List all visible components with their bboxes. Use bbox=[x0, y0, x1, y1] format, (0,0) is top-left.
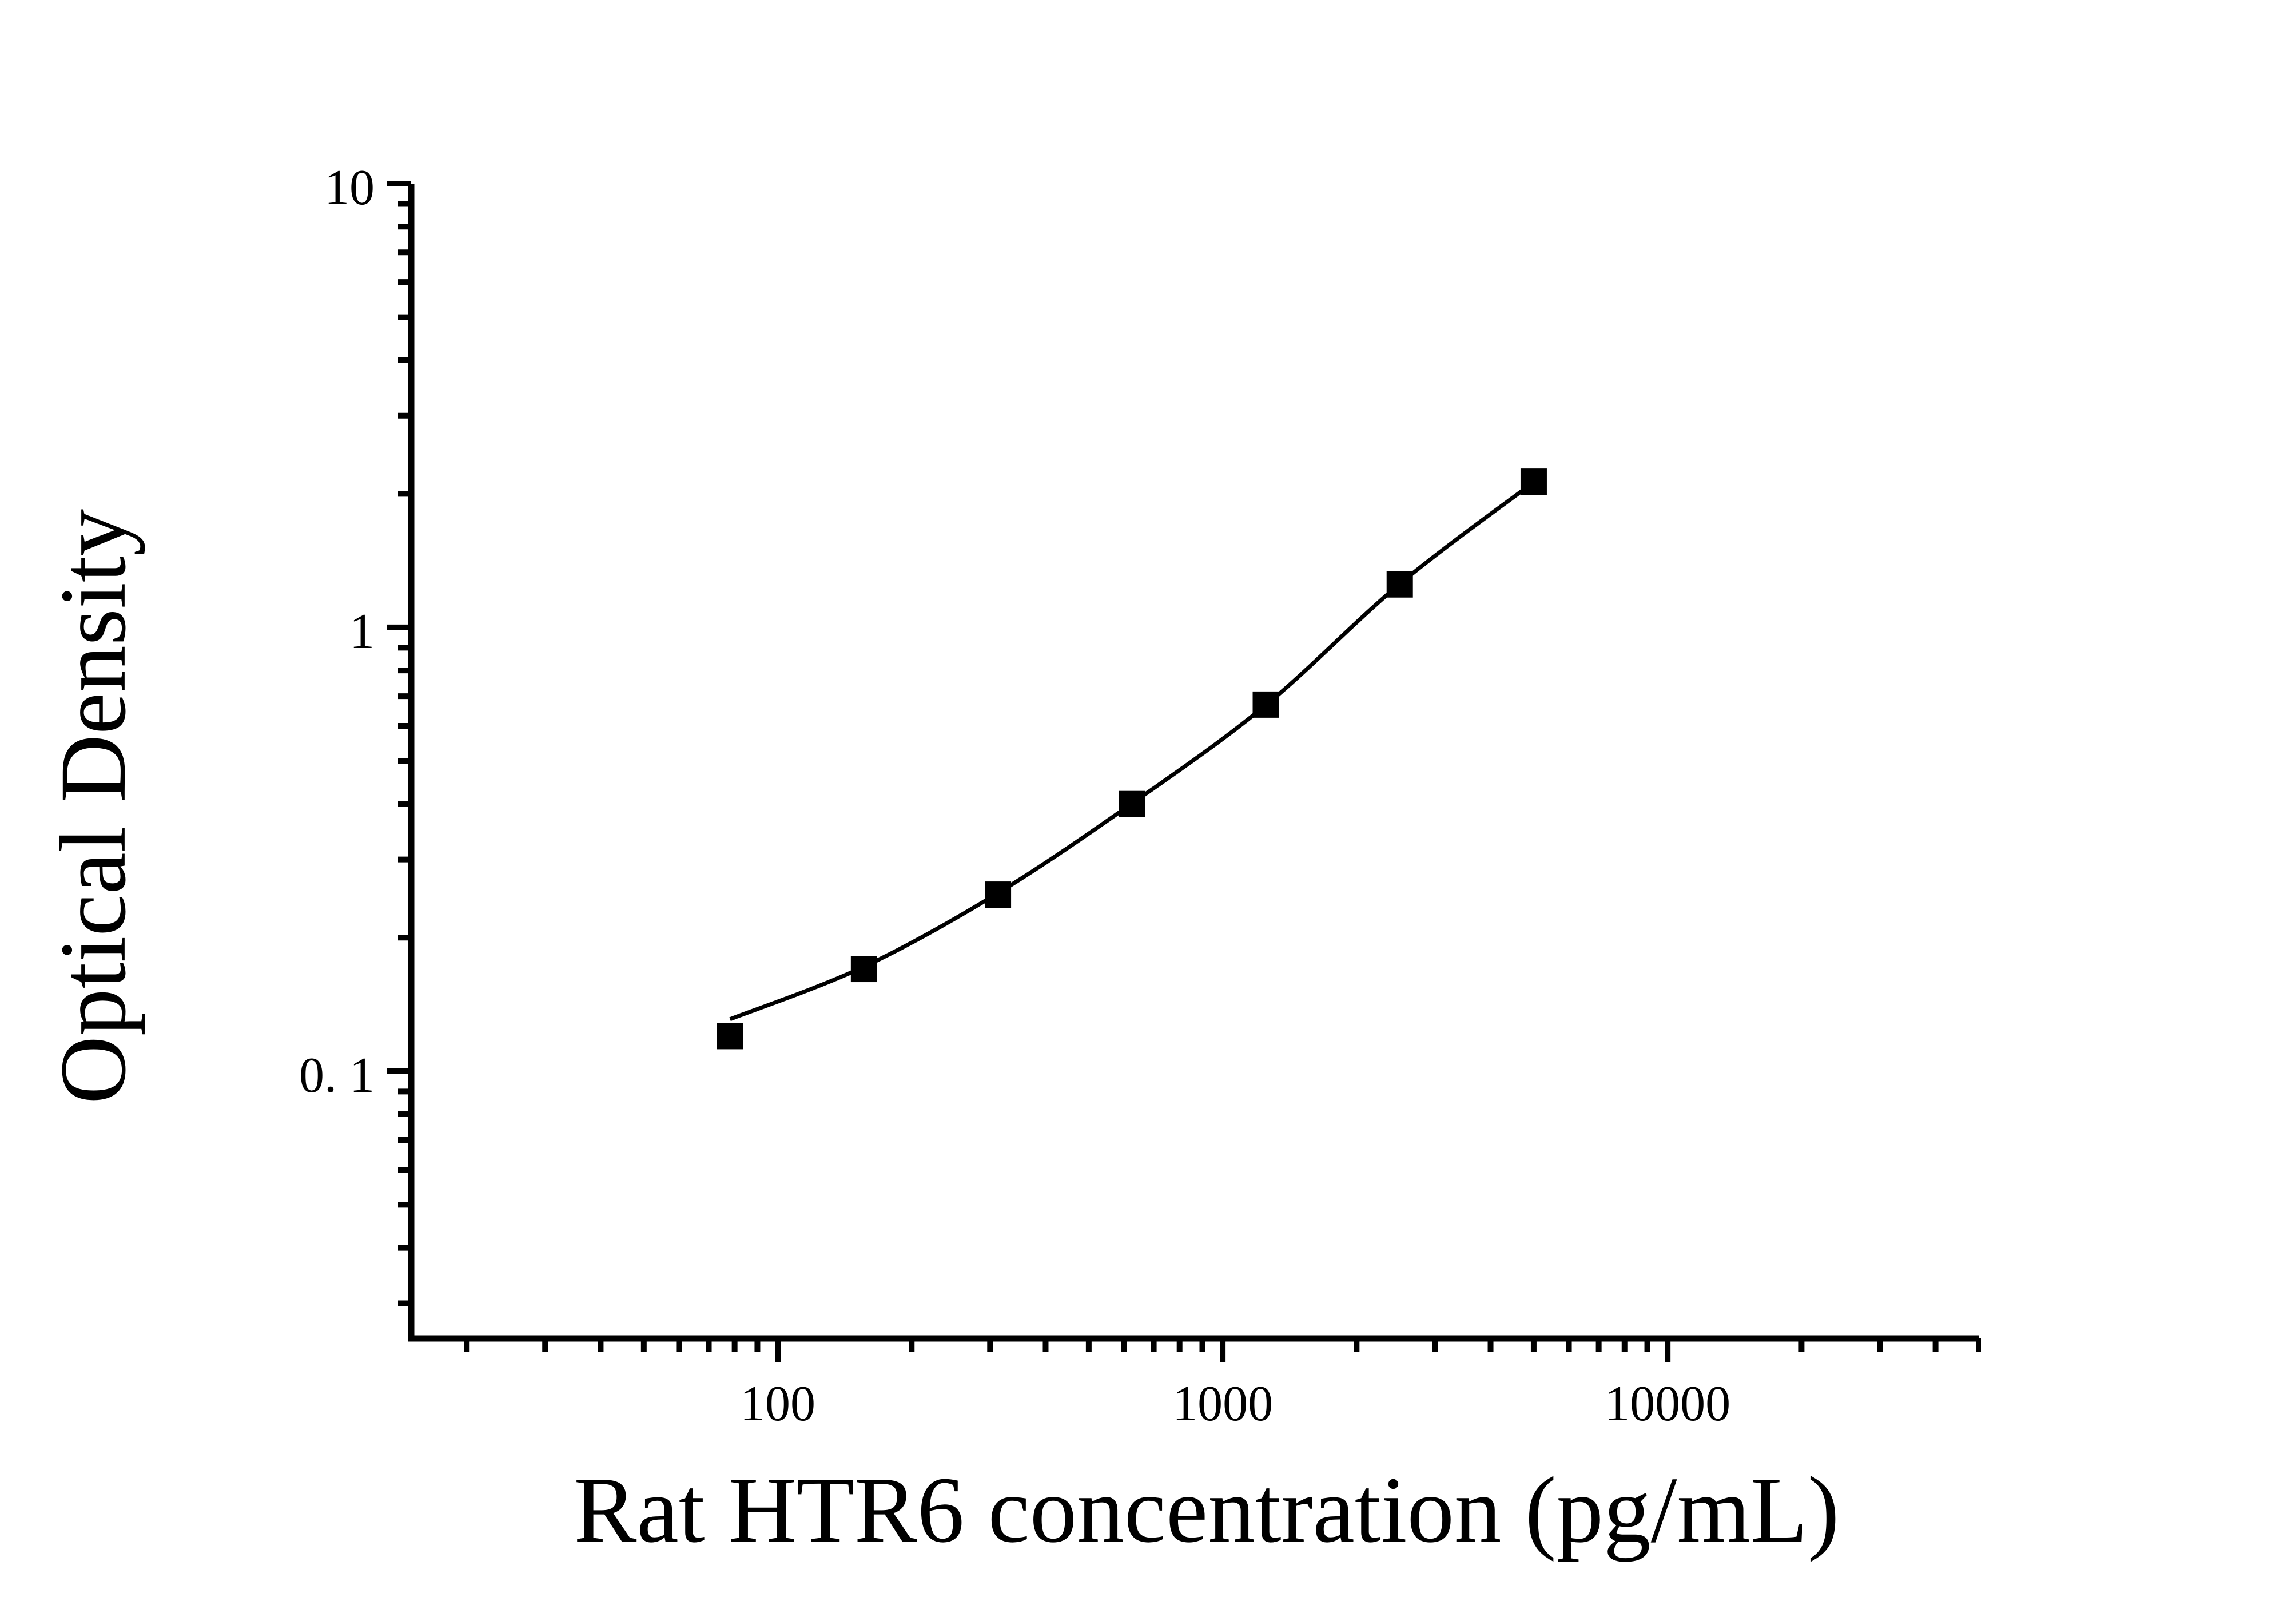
fitted-curve bbox=[729, 480, 1535, 1022]
data-point-markers bbox=[717, 468, 1547, 1050]
y-tick-label: 0. 1 bbox=[299, 1048, 375, 1103]
data-point-marker bbox=[1252, 691, 1279, 718]
x-tick-label: 100 bbox=[740, 1376, 815, 1432]
data-point-marker bbox=[1386, 571, 1413, 598]
axes bbox=[408, 184, 1979, 1342]
data-point-marker bbox=[1119, 790, 1145, 817]
y-axis-title: Optical Density bbox=[41, 509, 145, 1104]
tick-labels: 100 1000 10000 10 1 0. 1 bbox=[299, 160, 1730, 1432]
data-point-marker bbox=[850, 956, 877, 983]
axis-ticks bbox=[387, 181, 1981, 1362]
y-tick-label: 1 bbox=[349, 604, 375, 660]
axis-lines bbox=[408, 184, 1979, 1342]
standard-curve-line bbox=[729, 480, 1535, 1022]
x-axis-title: Rat HTR6 concentration (pg/mL) bbox=[574, 1457, 1839, 1562]
x-tick-label: 10000 bbox=[1605, 1376, 1730, 1432]
x-tick-label: 1000 bbox=[1172, 1376, 1273, 1432]
data-point-marker bbox=[1520, 468, 1547, 495]
data-point-marker bbox=[717, 1023, 743, 1050]
data-point-marker bbox=[985, 881, 1012, 908]
y-tick-label: 10 bbox=[324, 160, 375, 216]
